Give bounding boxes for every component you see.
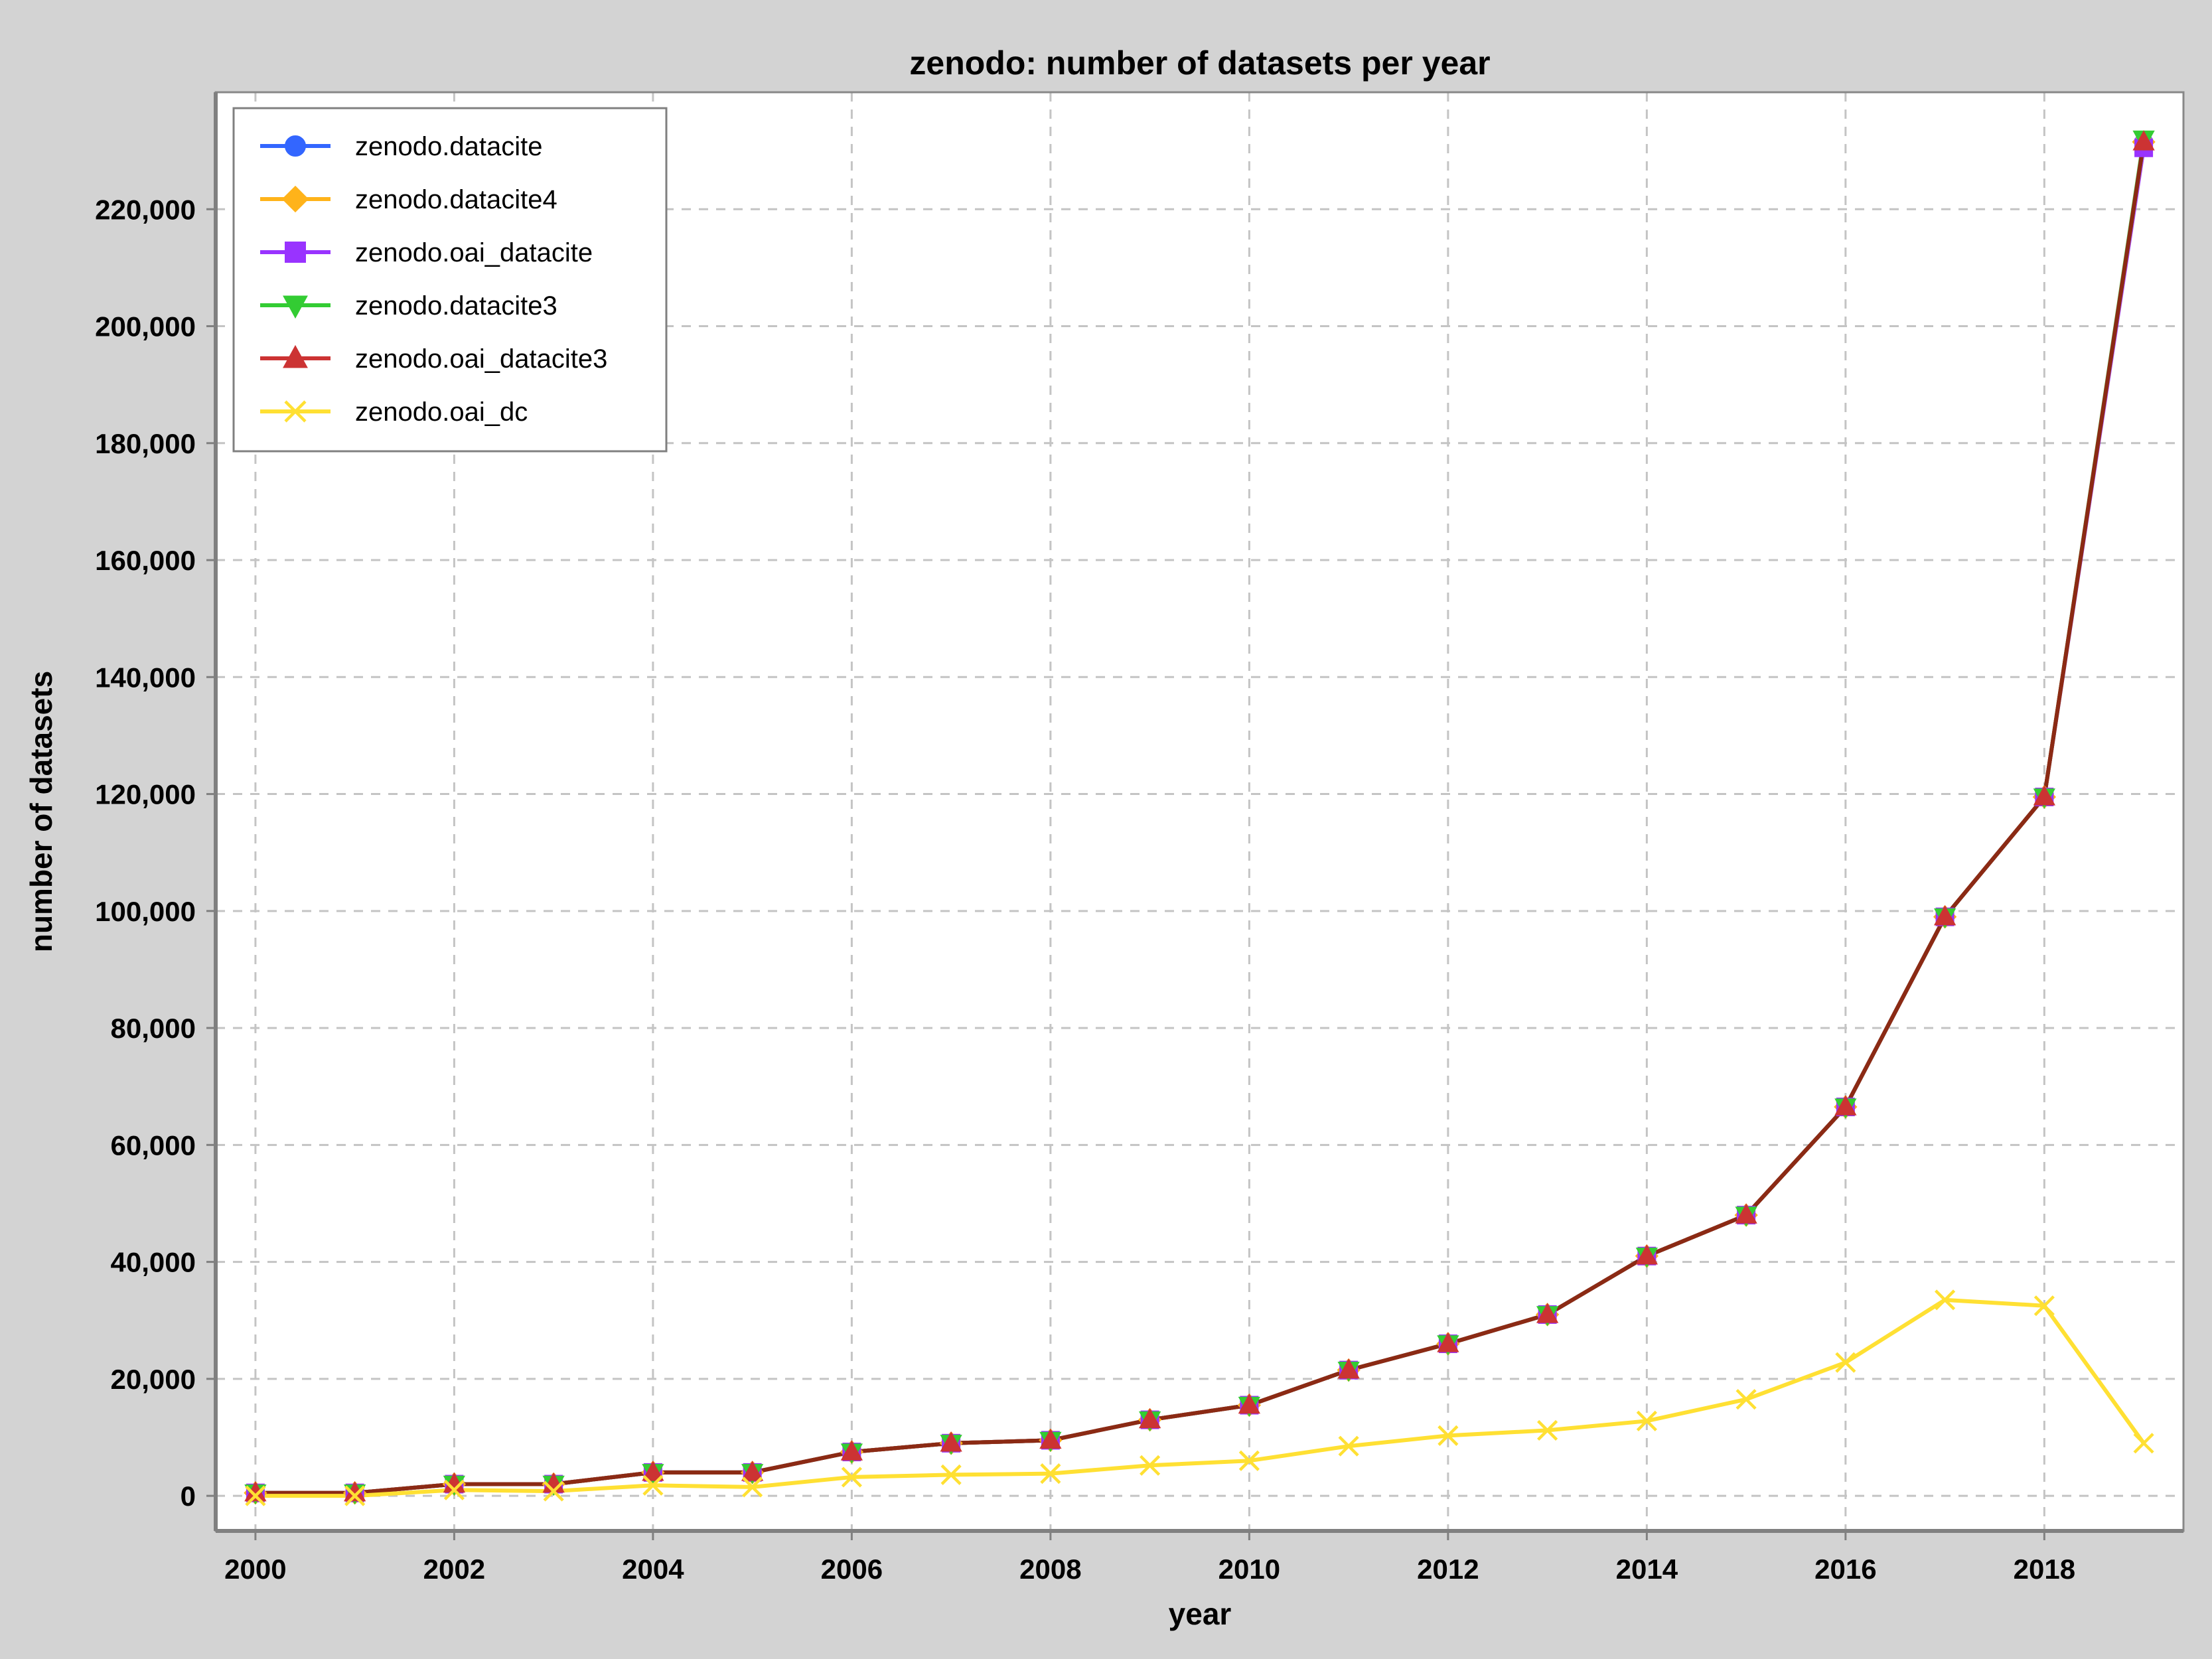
legend-label: zenodo.datacite3: [355, 291, 557, 321]
y-tick-label: 180,000: [95, 428, 196, 459]
point-zenodo.oai_datacite3: [940, 1431, 962, 1452]
y-tick-label: 120,000: [95, 779, 196, 810]
point-zenodo.oai_dc: [940, 1464, 962, 1485]
y-tick-label: 0: [181, 1480, 196, 1512]
point-zenodo.oai_datacite3: [1138, 1407, 1161, 1429]
legend-label: zenodo.datacite4: [355, 185, 557, 214]
chart-title: zenodo: number of datasets per year: [909, 44, 1490, 82]
legend: zenodo.datacite zenodo.datacite4 zenodo.oa…: [232, 107, 668, 453]
point-zenodo.oai_dc: [1735, 1389, 1757, 1410]
x-tick-label: 2008: [1019, 1553, 1081, 1585]
x-tick-label: 2018: [2014, 1553, 2075, 1585]
legend-marker-zenodo.oai_datacite3: [283, 344, 308, 368]
point-zenodo.oai_dc: [1537, 1419, 1558, 1441]
point-zenodo.oai_dc: [1140, 1455, 1161, 1476]
point-zenodo.oai_datacite3: [1337, 1358, 1360, 1379]
y-ticks: 0 20,000 40,000 60,000 80,000 100,000 120,000 1…: [95, 194, 216, 1512]
y-tick-label: 80,000: [111, 1013, 196, 1044]
x-tick-label: 2014: [1616, 1553, 1678, 1585]
point-zenodo.oai_dc: [742, 1477, 763, 1498]
y-tick-label: 60,000: [111, 1129, 196, 1161]
point-zenodo.oai_dc: [642, 1475, 664, 1496]
y-tick-label: 40,000: [111, 1247, 196, 1278]
y-tick-label: 20,000: [111, 1364, 196, 1395]
y-tick-label: 220,000: [95, 194, 196, 225]
y-axis-label: number of datasets: [24, 671, 58, 952]
x-axis-label: year: [1169, 1597, 1232, 1631]
point-zenodo.oai_datacite3: [1039, 1428, 1062, 1449]
point-zenodo.oai_dc: [1438, 1425, 1459, 1446]
legend-label: zenodo.oai_datacite: [355, 238, 593, 267]
y-tick-label: 200,000: [95, 311, 196, 342]
point-zenodo.oai_datacite3: [1933, 904, 1956, 926]
point-zenodo.oai_dc: [1835, 1352, 1856, 1373]
series-line-overlap: [255, 141, 2146, 1495]
x-tick-label: 2010: [1218, 1553, 1280, 1585]
point-zenodo.oai_datacite3: [1635, 1244, 1659, 1265]
x-tick-label: 2016: [1814, 1553, 1876, 1585]
point-zenodo.oai_datacite3: [2132, 130, 2155, 151]
legend-marker-zenodo.oai_datacite: [285, 242, 306, 263]
x-tick-label: 2000: [224, 1553, 286, 1585]
series-layer: [255, 139, 2146, 1498]
point-zenodo.oai_dc: [245, 1485, 266, 1506]
point-zenodo.oai_dc: [1238, 1450, 1260, 1471]
point-zenodo.oai_dc: [344, 1485, 366, 1506]
point-zenodo.oai_datacite3: [1536, 1303, 1559, 1323]
x-tick-label: 2012: [1417, 1553, 1479, 1585]
y-tick-label: 160,000: [95, 545, 196, 576]
point-zenodo.oai_datacite3: [840, 1440, 863, 1461]
point-zenodo.oai_dc: [1935, 1289, 1956, 1311]
point-zenodo.oai_datacite3: [1238, 1393, 1261, 1414]
point-zenodo.oai_dc: [2133, 1433, 2154, 1454]
x-tick-label: 2004: [622, 1553, 684, 1585]
point-zenodo.oai_datacite3: [2033, 785, 2055, 806]
legend-label: zenodo.oai_datacite3: [355, 344, 607, 374]
point-zenodo.oai_datacite3: [1437, 1332, 1459, 1352]
legend-marker-zenodo.datacite3: [283, 295, 308, 319]
legend-label: zenodo.oai_dc: [355, 397, 528, 427]
x-ticks: 2000 2002 2004 2006 2008 2010 2012 2014 2016 2018: [224, 1531, 2075, 1585]
x-tick-label: 2002: [423, 1553, 485, 1585]
legend-marker-zenodo.datacite: [285, 135, 306, 157]
y-tick-label: 100,000: [95, 896, 196, 927]
point-zenodo.oai_dc: [543, 1480, 564, 1502]
series-line-zenodo.oai_dc: [255, 1297, 2146, 1498]
legend-marker-zenodo.oai_dc: [284, 400, 307, 423]
legend-marker-zenodo.datacite4: [281, 185, 309, 213]
y-tick-label: 140,000: [95, 662, 196, 693]
x-tick-label: 2006: [821, 1553, 883, 1585]
point-zenodo.oai_dc: [2033, 1295, 2055, 1317]
point-zenodo.oai_datacite3: [741, 1461, 764, 1481]
point-zenodo.oai_dc: [1636, 1410, 1657, 1431]
point-zenodo.oai_datacite3: [1735, 1203, 1757, 1224]
point-zenodo.oai_dc: [443, 1479, 465, 1500]
marker-layer: [244, 130, 2156, 1506]
point-zenodo.oai_dc: [1040, 1463, 1061, 1484]
point-zenodo.oai_dc: [841, 1467, 862, 1488]
point-zenodo.oai_dc: [1338, 1435, 1359, 1457]
point-zenodo.oai_datacite3: [1834, 1095, 1857, 1116]
legend-box: [232, 107, 668, 453]
legend-label: zenodo.datacite: [355, 132, 542, 161]
point-zenodo.oai_datacite3: [642, 1461, 664, 1481]
